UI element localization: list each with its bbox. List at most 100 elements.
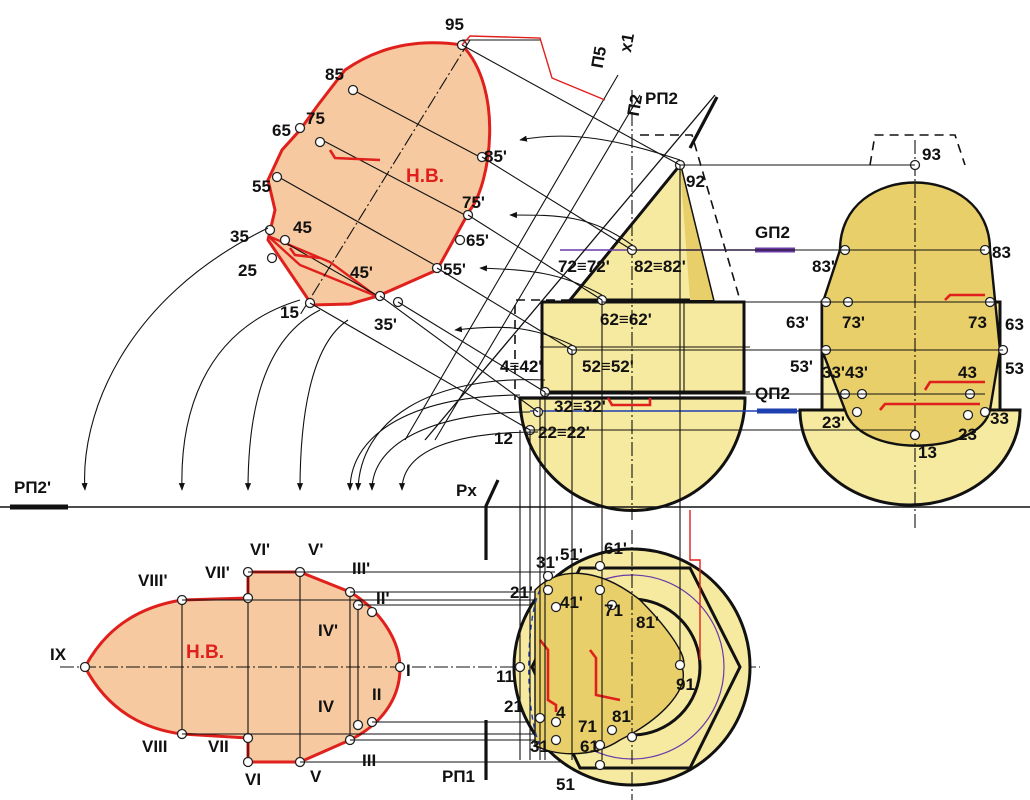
pt-label-61p: 61' xyxy=(604,539,627,558)
pt-label-65: 65 xyxy=(272,121,291,140)
pt-label-81: 81 xyxy=(612,707,631,726)
label-g-pi2: GП2 xyxy=(755,223,790,242)
pt-label-21: 21 xyxy=(504,697,523,716)
pt-label-85: 85 xyxy=(325,65,344,84)
pt-label-45: 45 xyxy=(293,218,312,237)
pt-label-15: 15 xyxy=(280,303,299,322)
pt-label-85p: 85' xyxy=(484,147,507,166)
cutting-plane-p xyxy=(424,94,716,441)
front-view xyxy=(424,90,800,520)
pt-label-4: 4 xyxy=(556,703,566,722)
pt-label-33: 33 xyxy=(990,409,1009,428)
pt-label-65p: 65' xyxy=(466,231,489,250)
pt-label-83p: 83' xyxy=(812,257,835,276)
fold-arcs xyxy=(81,227,546,491)
label-p-pi2-prime: PП2' xyxy=(14,478,51,497)
pt-label-55: 55 xyxy=(252,177,271,196)
pt-label-63: 63 xyxy=(1005,315,1024,334)
pt-label-75p: 75' xyxy=(462,193,485,212)
side-section xyxy=(820,181,1002,447)
front-cone-shade xyxy=(680,165,713,300)
labels: Н.В. Н.В. П5 x1 П2 PП2 PП2' GП2 QП2 Px P… xyxy=(14,15,1024,794)
plan-points xyxy=(514,560,686,771)
pt-label-VIp: VI' xyxy=(250,540,270,559)
pt-label-83: 83 xyxy=(992,243,1011,262)
pt-label-51: 51 xyxy=(556,775,575,794)
pt-label-12: 12 xyxy=(494,429,513,448)
label-x1: x1 xyxy=(616,32,638,54)
pt-label-31: 31 xyxy=(530,737,549,756)
pt-label-61: 61 xyxy=(580,737,599,756)
pt-label-73p: 73' xyxy=(842,313,865,332)
side-view xyxy=(798,134,1022,530)
pt-label-43: 43 xyxy=(958,363,977,382)
pt-label-23: 23 xyxy=(958,425,977,444)
hv-label-top: Н.В. xyxy=(406,166,444,187)
pt-label-22: 22≡22' xyxy=(538,423,590,442)
section-top-outline xyxy=(266,41,492,307)
pt-label-71b: 71 xyxy=(578,717,597,736)
hv-label-bottom: Н.В. xyxy=(186,642,224,663)
label-p-pi2: PП2 xyxy=(645,89,678,108)
plan-view xyxy=(512,165,752,800)
pt-label-IX: IX xyxy=(50,645,67,664)
pt-label-81p: 81' xyxy=(636,613,659,632)
pt-label-91: 91 xyxy=(676,675,695,694)
pt-label-43p: 43' xyxy=(845,363,868,382)
pt-label-25: 25 xyxy=(238,261,257,280)
projection-lines-top xyxy=(309,35,1003,441)
pt-label-Vp: V' xyxy=(308,540,323,559)
label-p-x: Px xyxy=(456,481,477,500)
pt-label-35: 35 xyxy=(230,227,249,246)
pt-label-IV: IV xyxy=(318,697,335,716)
label-q-pi2: QП2 xyxy=(755,384,790,403)
pt-label-23p: 23' xyxy=(822,413,845,432)
pt-label-V: V xyxy=(310,767,322,786)
pt-label-IIp: II' xyxy=(376,589,390,608)
pt-label-53: 53 xyxy=(1005,359,1024,378)
pt-label-95: 95 xyxy=(445,15,464,34)
label-pi2: П2 xyxy=(624,93,646,118)
pt-label-32: 32≡32' xyxy=(554,397,606,416)
pt-label-VIII: VIII xyxy=(142,737,168,756)
pt-label-21p: 21' xyxy=(510,583,533,602)
pt-label-63p: 63' xyxy=(786,313,809,332)
curved-arrows xyxy=(454,135,681,346)
pt-label-13: 13 xyxy=(918,443,937,462)
pt-label-31p: 31' xyxy=(536,553,559,572)
pt-label-82: 82≡82' xyxy=(634,257,686,276)
pt-label-II: II xyxy=(372,685,381,704)
pt-label-11: 11 xyxy=(496,667,514,686)
pt-label-62: 62≡62' xyxy=(600,310,652,329)
pt-label-73: 73 xyxy=(968,313,987,332)
pt-label-III: III xyxy=(362,751,376,770)
pt-label-VIIIp: VIII' xyxy=(138,571,168,590)
pt-label-VII: VII xyxy=(208,737,229,756)
pt-label-51p: 51' xyxy=(560,545,583,564)
section-bottom-chords xyxy=(181,572,359,762)
pt-label-41p: 41' xyxy=(560,593,583,612)
pt-label-75: 75 xyxy=(306,109,325,128)
section-top-chords xyxy=(274,89,481,297)
pt-label-35p: 35' xyxy=(374,315,397,334)
pt-label-33p: 33' xyxy=(822,363,845,382)
pt-label-42: 4≡42' xyxy=(500,357,542,376)
pt-label-71: 71 xyxy=(604,601,623,620)
plan-hexagon xyxy=(530,566,742,770)
pt-label-93: 93 xyxy=(922,145,941,164)
pt-label-IIIp: III' xyxy=(352,559,370,578)
pt-label-52: 52≡52' xyxy=(582,357,634,376)
pt-label-72: 72≡72' xyxy=(558,257,610,276)
pt-label-55p: 55' xyxy=(443,260,466,279)
pt-label-I: I xyxy=(406,661,411,680)
pt-label-VI: VI xyxy=(245,770,261,789)
pt-label-IVp: IV' xyxy=(318,621,338,640)
pt-label-92: 92 xyxy=(686,172,705,191)
pt-label-VIIp: VII' xyxy=(205,563,230,582)
pt-label-45p: 45' xyxy=(350,263,373,282)
label-pi5: П5 xyxy=(588,45,610,70)
pt-label-53p: 53' xyxy=(790,357,813,376)
true-section-bottom xyxy=(60,566,760,768)
label-p-pi1: PП1 xyxy=(442,767,475,786)
